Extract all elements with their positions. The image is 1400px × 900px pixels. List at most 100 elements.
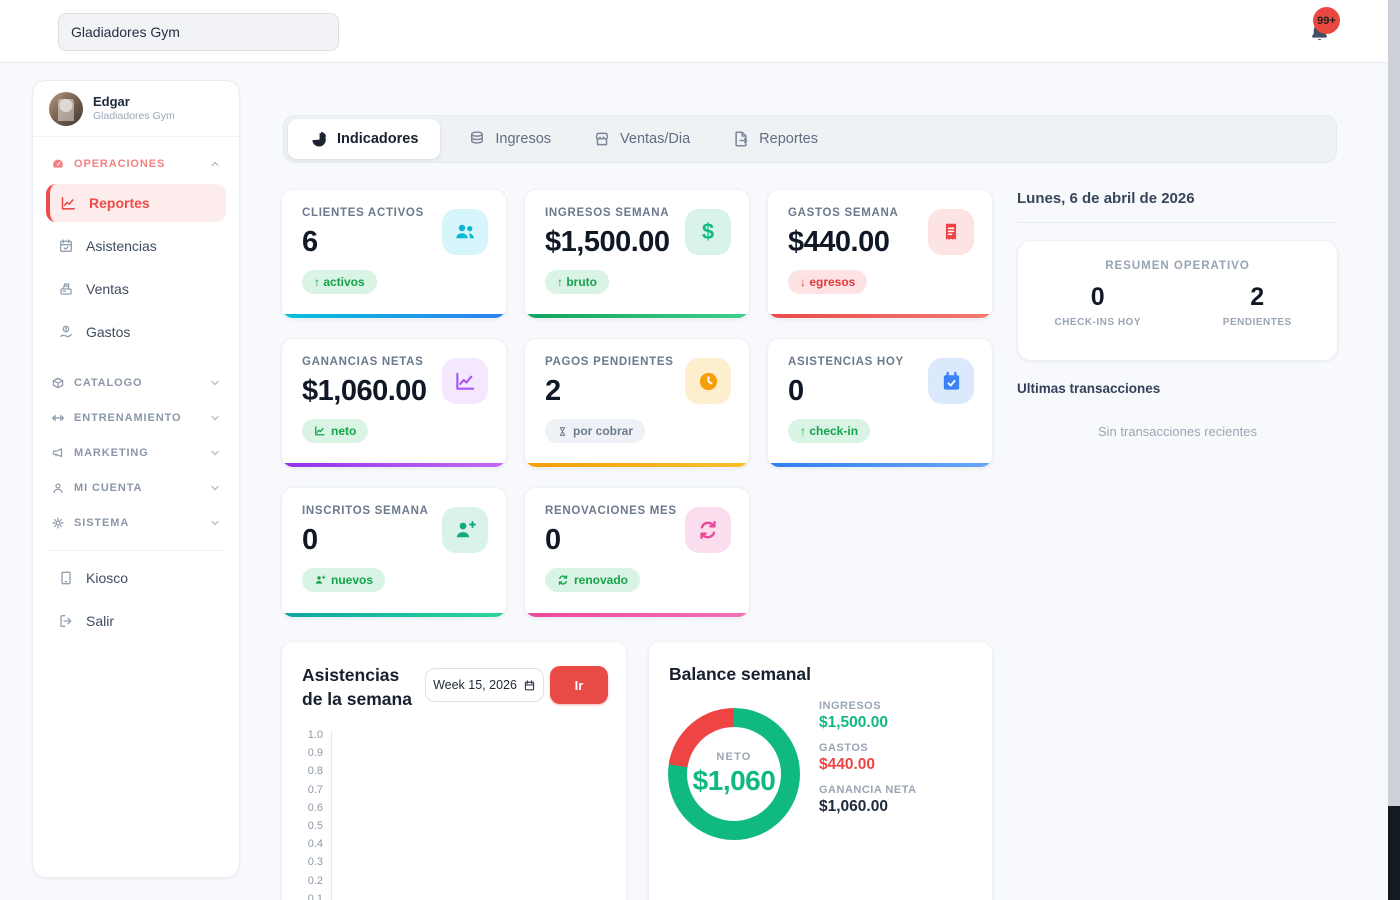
sidebar-item-ventas[interactable]: Ventas [46, 270, 226, 308]
user-profile[interactable]: Edgar Gladiadores Gym [33, 81, 239, 137]
file-export-icon [732, 130, 750, 148]
stat-badge: ↑ activos [302, 270, 377, 294]
sidebar-item-gastos[interactable]: Gastos [46, 313, 226, 351]
chevron-down-icon [209, 447, 221, 459]
donut-center-value: $1,060 [692, 765, 776, 796]
stat-value: 0 [788, 375, 804, 407]
sign-out-icon [58, 613, 74, 629]
megaphone-icon [51, 446, 65, 460]
accent-bar [282, 314, 506, 318]
section-catalogo[interactable]: CATALOGO [46, 365, 226, 400]
gauge-icon [51, 157, 65, 171]
page-scrollbar[interactable] [1388, 0, 1400, 900]
donut-center-label: NETO [716, 751, 752, 763]
tab-ingresos[interactable]: Ingresos [454, 119, 565, 159]
transactions-title: Ultimas transacciones [1017, 381, 1161, 396]
accent-bar [282, 613, 506, 617]
accent-bar [525, 613, 749, 617]
accent-bar [525, 463, 749, 467]
accent-bar [768, 463, 992, 467]
attendance-week-card: Asistencias de la semana Week 15, 2026 I… [281, 641, 627, 900]
calendar-check-icon [928, 358, 974, 404]
top-bar: 99+ [0, 0, 1400, 63]
accent-bar [525, 314, 749, 318]
balance-donut: NETO $1,060 [668, 708, 800, 840]
accent-bar [768, 314, 992, 318]
section-sistema[interactable]: SISTEMA [46, 505, 226, 540]
chevron-up-icon [209, 158, 221, 170]
checkins-label: CHECK-INS HOY [1054, 317, 1141, 328]
stat-value: 0 [545, 524, 561, 556]
pie-chart-icon [310, 130, 328, 148]
tab-reportes[interactable]: Reportes [718, 119, 832, 159]
accent-bar [282, 463, 506, 467]
stat-badge: ↓ egresos [788, 270, 868, 294]
chevron-down-icon [209, 412, 221, 424]
sidebar-nav: OPERACIONES Reportes Asistencias Ventas … [33, 137, 239, 640]
section-operaciones[interactable]: OPERACIONES [46, 149, 226, 179]
stat-value: 6 [302, 226, 318, 258]
checkins-cell: 0 CHECK-INS HOY [1018, 283, 1178, 328]
pending-value: 2 [1250, 283, 1265, 311]
stat-title: INSCRITOS SEMANA [302, 505, 429, 517]
user-plus-icon [442, 507, 488, 553]
users-icon [442, 209, 488, 255]
tablet-icon [58, 570, 74, 586]
gear-icon [51, 516, 65, 530]
legend-ingresos: INGRESOS $1,500.00 [819, 700, 888, 731]
cash-register-icon [58, 281, 74, 297]
stat-badge: ↑ bruto [545, 270, 609, 294]
week-picker[interactable]: Week 15, 2026 [425, 668, 544, 702]
stat-card-ganancias-netas: GANANCIAS NETAS $1,060.00 neto [281, 338, 507, 468]
stat-title: RENOVACIONES MES [545, 505, 677, 517]
clock-icon [685, 358, 731, 404]
sidebar-item-salir[interactable]: Salir [46, 602, 226, 640]
sidebar-item-kiosco[interactable]: Kiosco [46, 559, 226, 597]
stat-title: GASTOS SEMANA [788, 207, 899, 219]
chevron-down-icon [209, 517, 221, 529]
stat-title: INGRESOS SEMANA [545, 207, 670, 219]
scrollbar-thumb[interactable] [1388, 0, 1400, 806]
notifications-button[interactable]: 99+ [1302, 6, 1346, 52]
section-marketing[interactable]: MARKETING [46, 435, 226, 470]
current-date: Lunes, 6 de abril de 2026 [1017, 190, 1195, 207]
receipt-icon [928, 209, 974, 255]
coins-icon [468, 130, 486, 148]
stat-card-inscritos-semana: INSCRITOS SEMANA 0 nuevos [281, 487, 507, 618]
stat-badge: neto [302, 419, 369, 443]
search-input[interactable] [58, 13, 339, 51]
section-mi-cuenta[interactable]: MI CUENTA [46, 470, 226, 505]
stat-value: $440.00 [788, 226, 890, 258]
stat-badge: renovado [545, 568, 641, 592]
sidebar-item-asistencias[interactable]: Asistencias [46, 227, 226, 265]
stat-title: PAGOS PENDIENTES [545, 356, 674, 368]
attendance-title: Asistencias de la semana [302, 665, 412, 710]
stat-value: 2 [545, 375, 561, 407]
stat-card-pagos-pendientes: PAGOS PENDIENTES 2 por cobrar [524, 338, 750, 468]
chevron-down-icon [209, 482, 221, 494]
legend-gastos: GASTOS $440.00 [819, 742, 876, 773]
hourglass-icon [557, 426, 568, 437]
stat-value: $1,060.00 [302, 375, 427, 407]
stat-badge: por cobrar [545, 419, 646, 443]
sidebar: Edgar Gladiadores Gym OPERACIONES Report… [32, 80, 240, 878]
box-icon [51, 376, 65, 390]
tab-bar: Indicadores Ingresos Ventas/Dia Reportes [283, 115, 1337, 163]
stat-card-asistencias-hoy: ASISTENCIAS HOY 0 ↑ check-in [767, 338, 993, 468]
section-entrenamiento[interactable]: ENTRENAMIENTO [46, 400, 226, 435]
user-plus-icon [314, 574, 326, 586]
donut-center: NETO $1,060 [668, 708, 800, 840]
stat-value: 0 [302, 524, 318, 556]
dollar-icon: $ [685, 209, 731, 255]
user-name: Edgar [93, 94, 130, 110]
tab-indicadores[interactable]: Indicadores [288, 119, 441, 159]
transactions-empty-state: Sin transacciones recientes [1098, 424, 1257, 439]
sidebar-item-reportes[interactable]: Reportes [46, 184, 226, 222]
panel-divider [1017, 222, 1338, 223]
go-button[interactable]: Ir [550, 666, 608, 704]
stat-card-ingresos-semana: INGRESOS SEMANA $1,500.00 ↑ bruto $ [524, 189, 750, 319]
balance-title: Balance semanal [669, 664, 812, 684]
stat-badge: ↑ check-in [788, 419, 871, 443]
tab-ventas-dia[interactable]: Ventas/Dia [579, 119, 704, 159]
summary-title: RESUMEN OPERATIVO [1105, 260, 1250, 272]
